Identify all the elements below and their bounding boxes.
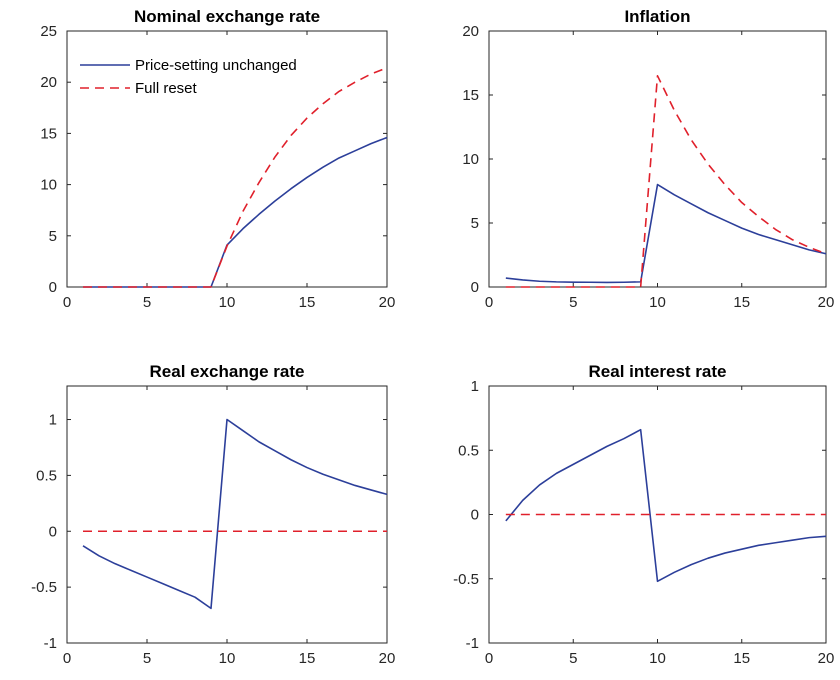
x-tick-label: 20	[818, 650, 835, 667]
x-tick-label: 15	[299, 294, 316, 311]
legend-label: Price-setting unchanged	[135, 57, 297, 74]
series-line-price-setting-unchanged	[505, 428, 827, 583]
x-tick-label: 5	[143, 294, 151, 311]
x-tick-label: 10	[219, 294, 236, 311]
x-tick-label: 5	[569, 650, 577, 667]
chart-panel-3: Real exchange rate 0 5 10 15 20 -1 -0.5 0 0.5 1	[31, 362, 395, 667]
x-tick-label: 20	[379, 294, 396, 311]
x-tick-label: 0	[63, 294, 71, 311]
y-tick-label: 0.5	[36, 467, 57, 484]
legend-label: Full reset	[135, 80, 198, 97]
series-line-full-reset	[83, 67, 388, 288]
chart-panel-2: Inflation 0 5 10 15 20 0 5 10 15 20	[462, 7, 834, 311]
chart-panel-4: Real interest rate 0 5 10 15 20 -1 -0.5 0 0.5 1	[453, 362, 834, 667]
y-tick-label: 0	[49, 279, 57, 296]
y-tick-label: 0.5	[458, 442, 479, 459]
x-tick-label: 10	[649, 294, 666, 311]
series-line-price-setting-unchanged	[505, 183, 827, 284]
y-tick-label: 5	[471, 215, 479, 232]
y-tick-label: 20	[40, 74, 57, 91]
x-tick-label: 10	[219, 650, 236, 667]
x-tick-label: 0	[63, 650, 71, 667]
y-tick-label: 20	[462, 23, 479, 40]
y-tick-label: -0.5	[31, 579, 57, 596]
y-tick-label: 25	[40, 23, 57, 40]
x-tick-label: 0	[485, 294, 493, 311]
y-tick-label: 1	[49, 412, 57, 429]
chart-title: Real interest rate	[589, 362, 727, 381]
y-tick-label: 15	[40, 125, 57, 142]
x-tick-label: 0	[485, 650, 493, 667]
x-tick-label: 5	[569, 294, 577, 311]
y-tick-label: 10	[40, 177, 57, 194]
x-tick-label: 10	[649, 650, 666, 667]
y-tick-label: 0	[49, 523, 57, 540]
y-tick-label: 0	[471, 507, 479, 524]
x-tick-label: 5	[143, 650, 151, 667]
legend: Price-setting unchanged Full reset	[80, 57, 297, 97]
y-tick-label: 15	[462, 87, 479, 104]
chart-title: Inflation	[624, 7, 690, 26]
x-tick-label: 20	[818, 294, 835, 311]
chart-panel-1: Nominal exchange rate 0 5 10 15 20 0 5 10 15 20 25 P…	[40, 7, 395, 311]
chart-title: Real exchange rate	[150, 362, 305, 381]
y-tick-label: -1	[44, 635, 57, 652]
y-tick-label: 5	[49, 228, 57, 245]
x-tick-label: 20	[379, 650, 396, 667]
y-tick-label: 10	[462, 151, 479, 168]
x-tick-label: 15	[733, 294, 750, 311]
series-line-full-reset	[505, 75, 827, 288]
x-tick-label: 15	[299, 650, 316, 667]
y-tick-label: -1	[466, 635, 479, 652]
y-tick-label: 1	[471, 378, 479, 395]
y-tick-label: -0.5	[453, 571, 479, 588]
chart-title: Nominal exchange rate	[134, 7, 320, 26]
x-tick-label: 15	[733, 650, 750, 667]
y-tick-label: 0	[471, 279, 479, 296]
series-line-price-setting-unchanged	[82, 418, 388, 610]
